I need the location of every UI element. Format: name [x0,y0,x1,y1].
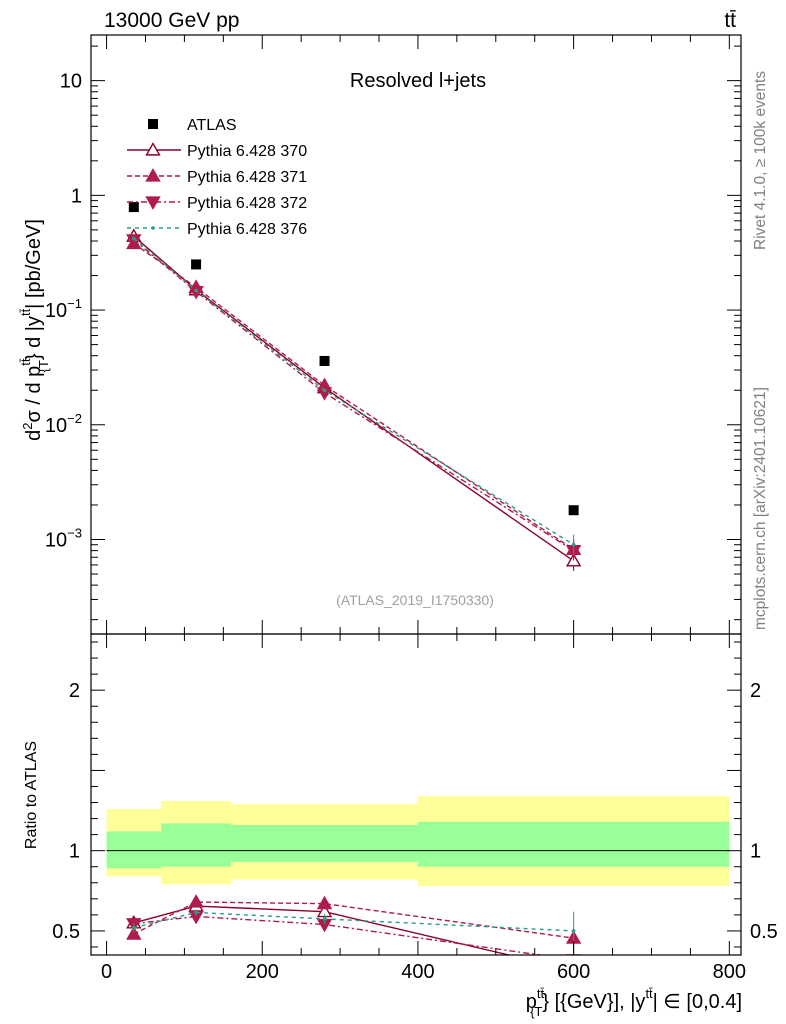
ratio-frame [90,633,742,956]
xtick-label-3: 600 [557,961,590,983]
upper-point-3-1 [194,288,198,293]
upper-point-2-2 [316,387,333,401]
chart-title: Resolved l+jets [350,70,486,92]
ratio-band-green-0 [106,831,162,869]
upper-ytick-label-4: 10 [60,71,82,93]
legend-marker-1 [145,168,161,182]
atlas-point-0 [128,202,139,213]
ratio-ytick-label-right-2: 2 [750,680,761,702]
upper-point-2-1 [188,285,204,300]
upper-line-1 [133,242,575,550]
ratio-point-1-0 [126,926,142,940]
ratio-line-0 [133,905,512,955]
xtick-label-2: 400 [401,961,434,983]
upper-line-3 [133,238,575,546]
legend-atlas-label: ATLAS [187,117,237,134]
ratio-ytick-label-left-1: 1 [69,841,80,863]
atlas-point-3 [568,505,579,516]
ratio-point-3-3 [571,929,576,933]
ratio-ytick-label-left-0: 0.5 [52,921,80,943]
ratio-point-3-2 [322,917,327,921]
ratio-point-3-1 [194,910,198,915]
atlas-point-1 [191,259,202,270]
ratio-ytick-label-right-0: 0.5 [750,921,778,943]
beam-label: 13000 GeV pp [104,9,239,32]
upper-ytick-label-3: 1 [71,185,82,207]
legend-label-3: Pythia 6.428 376 [187,221,307,238]
ratio-point-3-0 [132,925,136,930]
upper-ytick-label-1: 10−2 [45,411,82,437]
legend-marker-2 [145,196,161,210]
ratio-band-green-2 [231,824,418,862]
upper-point-3-0 [132,236,136,241]
upper-ytick-label-0: 10−3 [45,525,82,551]
atlas-point-2 [319,355,330,366]
ratio-uncertainty-bands [106,796,730,886]
ratio-y-axis-title: Ratio to ATLAS [23,741,40,849]
upper-mc-series [126,228,582,571]
upper-ytick-label-2: 10−1 [45,296,82,322]
source-label: mcplots.cern.ch [arXiv:2401.10621] [752,387,769,630]
xtick-label-0: 0 [101,961,112,983]
process-label: tt̄ [724,9,736,32]
legend-marker-3 [151,226,155,230]
ratio-ytick-label-right-1: 1 [750,841,761,863]
ratio-ytick-label-left-2: 2 [69,680,80,702]
xtick-label-1: 200 [246,961,279,983]
ratio-band-green-1 [161,823,232,867]
ratio-mc-series [126,894,582,955]
rivet-label: Rivet 4.1.0, ≥ 100k events [752,71,769,250]
legend-label-1: Pythia 6.428 371 [187,169,307,186]
legend: ATLAS Pythia 6.428 370 Pythia 6.428 371 Pyt… [127,117,307,238]
upper-y-axis-title: d2σ / d ptt̄ {T} d |ytt̄| [pb/GeV] [18,219,51,441]
legend-atlas-marker [148,119,158,129]
plot-frames [90,34,742,956]
ratio-line-1 [133,901,574,939]
upper-line-0 [133,235,575,562]
legend-marker-0 [145,142,161,156]
upper-atlas-points [128,202,579,516]
ratio-line-3 [133,911,574,932]
x-axis-title: ptt̄ {T} [{GeV}], |ytt̄| ∈ [0,0.4] [526,986,742,1019]
axis-ticks: 10−3 10−2 10−1 1 10 0.5 0.5 1 1 2 2 0 200 400 600 800 [45,35,778,983]
upper-point-3-3 [571,542,576,547]
analysis-id: (ATLAS_2019_I1750330) [336,592,494,608]
upper-point-3-2 [322,388,327,393]
ratio-line-2 [133,915,545,955]
legend-label-2: Pythia 6.428 372 [187,195,307,212]
ratio-point-1-2 [316,895,333,910]
ratio-band-green-3 [417,821,730,867]
svg-text:d2σ / d ptt̄{T} d |ytt̄| [pb/G: d2σ / d ptt̄ {T} d |ytt̄| [pb/GeV] [18,219,51,441]
svg-text:ptt̄{T} [{GeV}], |ytt̄| ∈ [0,0: ptt̄ {T} [{GeV}], |ytt̄| ∈ [0,0.4] [526,986,742,1019]
legend-label-0: Pythia 6.428 370 [187,143,307,160]
ratio-point-1-1 [188,894,204,908]
xtick-label-4: 800 [713,961,746,983]
